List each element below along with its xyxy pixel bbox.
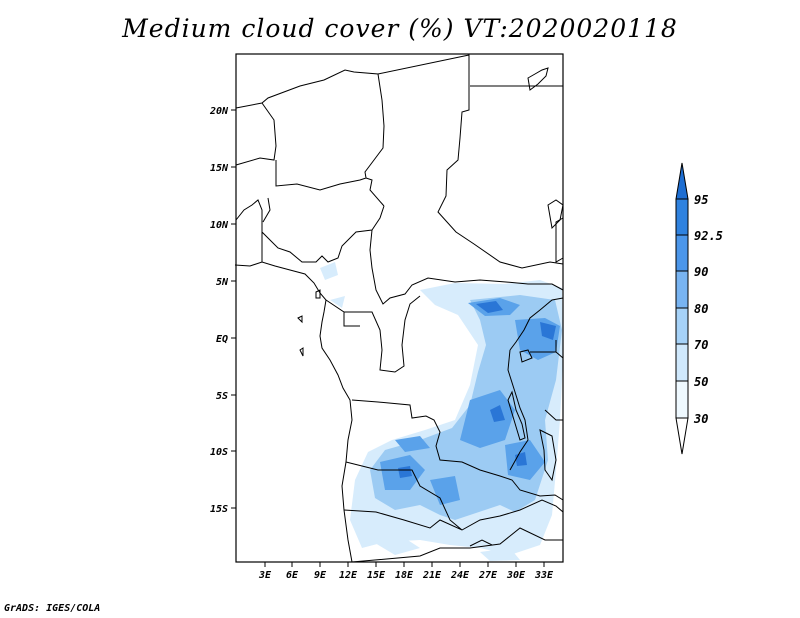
colorbar-label: 50 (694, 375, 708, 389)
lat-label: 5N (216, 277, 229, 288)
small-islands (297, 289, 321, 357)
chart-title: Medium cloud cover (%) VT:2020020118 (122, 14, 678, 43)
lat-label: EQ (216, 334, 228, 345)
lat-label: 5S (216, 391, 228, 402)
colorbar-bottom-arrow (675, 417, 689, 455)
lat-label: 20N (209, 106, 229, 117)
colorbar-labels: 95 92.5 90 80 70 50 30 (693, 193, 723, 426)
colorbar-label: 95 (694, 193, 708, 207)
lon-label: 3E (258, 570, 272, 581)
lon-label: 30E (506, 570, 526, 581)
colorbar-label: 70 (694, 338, 708, 352)
lon-label: 6E (286, 570, 299, 581)
lon-label: 18E (395, 570, 414, 581)
lat-labels: 20N 15N 10N 5N EQ 5S 10S 15S (209, 106, 229, 515)
lat-axis (231, 109, 236, 509)
lon-axis (264, 562, 545, 567)
lon-label: 12E (339, 570, 358, 581)
colorbar-label: 30 (693, 412, 708, 426)
colorbar-top-arrow (675, 162, 689, 200)
lat-label: 15N (210, 163, 229, 174)
lat-label: 10S (210, 447, 228, 458)
colorbar-segment (675, 343, 689, 382)
lake-outlines (507, 67, 564, 482)
lon-label: 24E (450, 570, 470, 581)
lat-label: 15S (210, 504, 228, 515)
borders (234, 54, 564, 563)
lon-labels: 3E 6E 9E 12E 15E 18E 21E 24E 27E 30E 33E (258, 570, 554, 581)
colorbar-segment (675, 307, 689, 345)
cloud-area-strong (380, 298, 560, 505)
colorbar-label: 92.5 (694, 229, 723, 243)
colorbar-segment (675, 198, 689, 236)
grads-credit: GrADS: IGES/COLA (4, 603, 101, 614)
colorbar (675, 162, 689, 455)
map-frame (235, 53, 564, 563)
lon-label: 33E (534, 570, 554, 581)
colorbar-segment (675, 270, 689, 309)
cloud-field (320, 262, 563, 561)
lon-label: 15E (367, 570, 386, 581)
lon-label: 21E (422, 570, 442, 581)
lat-label: 10N (210, 220, 229, 231)
colorbar-segment (675, 234, 689, 272)
colorbar-segment (675, 380, 689, 419)
lon-label: 27E (478, 570, 498, 581)
colorbar-label: 80 (694, 302, 708, 316)
coastline (234, 261, 353, 563)
lon-label: 9E (314, 570, 327, 581)
colorbar-label: 90 (694, 265, 708, 279)
